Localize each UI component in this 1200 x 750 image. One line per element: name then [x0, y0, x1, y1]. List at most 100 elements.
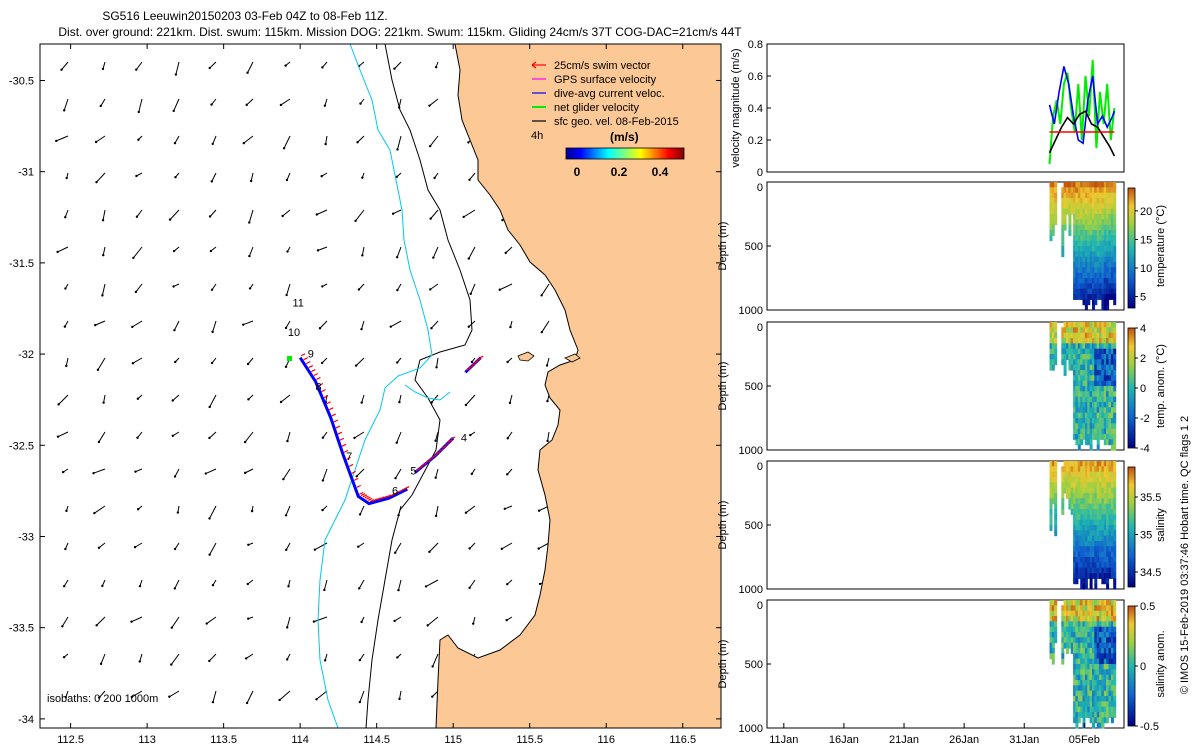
current-arrow — [136, 209, 143, 218]
current-arrow-head — [64, 696, 67, 699]
section-cell — [1103, 519, 1107, 526]
colorbar-tick-label: -2 — [1140, 413, 1150, 425]
section-cell — [1087, 267, 1091, 274]
section-cell — [1089, 637, 1093, 644]
section-cell — [1096, 503, 1100, 510]
section-cell — [1084, 696, 1088, 702]
section-cell — [1089, 348, 1093, 355]
section-cell — [1096, 551, 1100, 558]
section-cell — [1108, 256, 1112, 263]
section-ylabel: Depth (m) — [717, 501, 729, 550]
section-cell — [1094, 567, 1098, 574]
section-cell — [1092, 701, 1095, 708]
section-cell — [1110, 418, 1114, 424]
section-cell — [1092, 621, 1095, 628]
section-cell — [1084, 380, 1088, 387]
section-cell — [1089, 262, 1093, 268]
section-cell — [1103, 567, 1107, 574]
current-arrow-head — [279, 103, 283, 107]
section-cell — [1068, 214, 1072, 220]
section-cell — [1099, 557, 1103, 563]
current-arrow-head — [396, 361, 399, 364]
section-cell — [1103, 669, 1107, 676]
section-cell — [1080, 262, 1084, 268]
section-cell — [1070, 466, 1074, 473]
current-arrow — [100, 98, 106, 107]
section-cell — [1061, 509, 1065, 515]
section-cell — [1077, 600, 1081, 606]
section-cell — [1096, 690, 1100, 697]
section-cell — [1103, 471, 1107, 478]
section-cell — [1096, 214, 1100, 220]
current-arrow-head — [321, 479, 325, 482]
current-arrow-head — [426, 624, 429, 627]
section-cell — [1082, 674, 1086, 681]
current-arrow-head — [358, 513, 362, 516]
section-cell — [1089, 514, 1093, 521]
section-cell — [1051, 653, 1055, 660]
current-arrow-head — [278, 698, 281, 702]
section-cell — [1094, 551, 1098, 558]
section-cell — [1084, 546, 1088, 553]
section-cell — [1108, 642, 1112, 649]
section-cell — [1066, 648, 1069, 654]
current-arrow-head — [286, 626, 289, 629]
section-cell — [1106, 402, 1110, 408]
section-cell — [1092, 246, 1095, 252]
current-arrow — [63, 98, 69, 111]
section-cell — [1073, 219, 1077, 226]
section-cell — [1087, 541, 1091, 547]
section-cell — [1082, 396, 1086, 403]
current-arrow-head — [462, 215, 465, 219]
section-cell — [1092, 525, 1095, 531]
section-cell — [1092, 482, 1095, 489]
section-cell — [1108, 214, 1112, 220]
section-cell — [1106, 477, 1110, 483]
section-cell — [1096, 632, 1100, 638]
section-cell — [1089, 466, 1093, 473]
section-cell — [1077, 696, 1081, 702]
section-cell — [1051, 658, 1055, 665]
section-cell — [1073, 616, 1077, 622]
section-cell — [1106, 322, 1110, 328]
section-cell — [1099, 541, 1103, 547]
section-cell — [1073, 637, 1077, 644]
section-cell — [1099, 498, 1103, 505]
section-cell — [1096, 616, 1100, 622]
section-cell — [1084, 471, 1088, 478]
section-cell — [1073, 648, 1077, 654]
section-cell — [1084, 294, 1088, 300]
current-arrow-head — [648, 731, 650, 733]
current-arrow-head — [65, 509, 68, 513]
section-cell — [1110, 386, 1114, 392]
section-cell — [1103, 283, 1107, 290]
section-cell — [1075, 471, 1079, 478]
section-cell — [1099, 246, 1103, 252]
current-arrow-head — [62, 655, 66, 659]
section-cell — [1110, 262, 1114, 268]
section-cell — [1096, 370, 1100, 376]
section-cell — [1087, 240, 1091, 247]
section-cell — [1073, 525, 1077, 531]
section-cell — [1077, 487, 1081, 494]
current-arrow — [394, 61, 402, 70]
section-cell — [1080, 685, 1084, 692]
section-cell — [1087, 288, 1091, 295]
section-cell — [1049, 493, 1053, 499]
current-arrow — [356, 468, 365, 477]
section-cell — [1101, 370, 1105, 376]
section-cell — [1080, 327, 1084, 334]
section-cell — [1075, 230, 1079, 236]
section-cell — [1061, 642, 1065, 649]
section-cell — [1080, 439, 1084, 446]
section-cell — [1084, 669, 1088, 676]
section-cell — [1096, 621, 1100, 628]
section-cell — [1108, 423, 1112, 430]
section-cell — [1094, 418, 1098, 424]
section-cell — [1092, 182, 1095, 188]
section-cell — [1087, 685, 1091, 692]
section-cell — [1073, 493, 1077, 499]
section-cell — [1070, 322, 1074, 328]
section-cell — [1096, 600, 1100, 606]
